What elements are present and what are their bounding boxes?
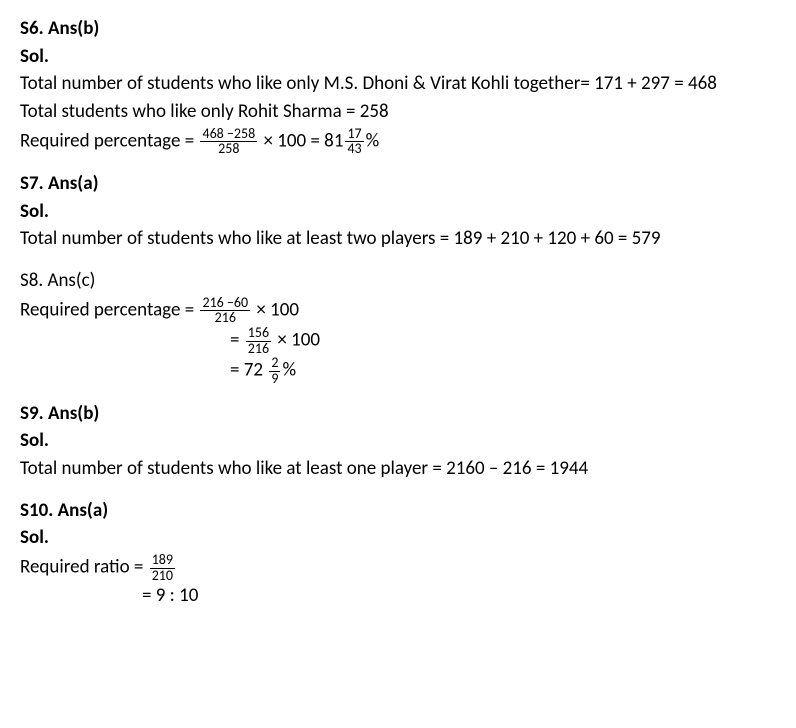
- s8-frac3-den: 9: [269, 371, 280, 387]
- s9-line1: Total number of students who like at lea…: [20, 456, 776, 482]
- s8-eq2-pre: =: [230, 329, 244, 352]
- s7-heading: S7. Ans(a): [20, 171, 776, 197]
- s6-frac2: 1743: [345, 127, 363, 157]
- s6-frac1-num: 468 −258: [200, 127, 257, 142]
- s6-sol: Sol.: [20, 44, 776, 70]
- s8-frac1: 216 −60216: [200, 296, 250, 326]
- s8-line2: = 156216 × 100: [20, 326, 776, 356]
- s8-frac1-num: 216 −60: [200, 296, 250, 311]
- s8-frac2-den: 216: [246, 341, 271, 357]
- s8-frac2: 156216: [246, 326, 271, 356]
- s6-mid: × 100 = 81: [259, 129, 343, 152]
- s6-heading: S6. Ans(b): [20, 16, 776, 42]
- s8-line1: Required percentage = 216 −60216 × 100: [20, 296, 776, 326]
- s6-line1: Total number of students who like only M…: [20, 71, 776, 97]
- s7-line1: Total number of students who like at lea…: [20, 226, 776, 252]
- s8-frac1-den: 216: [200, 310, 250, 326]
- s8-frac2-num: 156: [246, 326, 271, 341]
- s6-frac2-den: 43: [345, 141, 363, 157]
- s10-sol: Sol.: [20, 525, 776, 551]
- s9-heading: S9. Ans(b): [20, 401, 776, 427]
- s6-required: Required percentage = 468 −258258 × 100 …: [20, 127, 776, 157]
- s9-sol: Sol.: [20, 428, 776, 454]
- s6-frac1: 468 −258258: [200, 127, 257, 157]
- s7-sol: Sol.: [20, 199, 776, 225]
- s6-frac1-den: 258: [200, 141, 257, 157]
- s10-frac-num: 189: [150, 553, 175, 568]
- s8-line3: = 72 29%: [20, 356, 776, 386]
- s10-req-label: Required ratio =: [20, 556, 148, 579]
- s6-tail: %: [366, 129, 380, 152]
- s6-frac2-num: 17: [345, 127, 363, 142]
- s8-f3-tail: %: [282, 359, 296, 382]
- s8-f1-tail: × 100: [252, 298, 299, 321]
- s8-req-label: Required percentage =: [20, 298, 198, 321]
- s8-heading: S8. Ans(c): [20, 268, 776, 294]
- s10-frac-den: 210: [150, 568, 175, 584]
- s8-frac3: 29: [269, 356, 280, 386]
- s10-frac: 189210: [150, 553, 175, 583]
- s8-f2-tail: × 100: [273, 329, 320, 352]
- s6-line2: Total students who like only Rohit Sharm…: [20, 99, 776, 125]
- s8-frac3-num: 2: [269, 356, 280, 371]
- s10-line2: = 9 : 10: [20, 583, 776, 609]
- s8-eq3-pre: = 72: [230, 359, 267, 382]
- s10-line1: Required ratio = 189210: [20, 553, 776, 583]
- s10-heading: S10. Ans(a): [20, 498, 776, 524]
- s6-req-label: Required percentage =: [20, 129, 198, 152]
